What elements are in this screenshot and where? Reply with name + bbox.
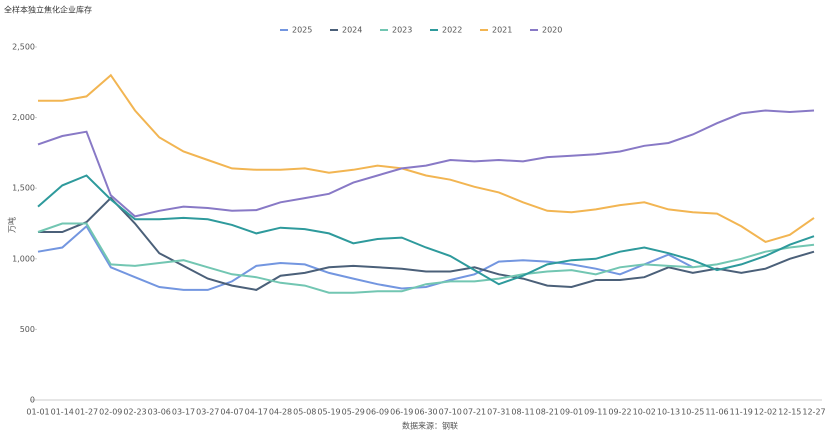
legend-label: 2025: [292, 26, 312, 35]
series-line: [37, 109, 815, 218]
x-tick-label: 02-09: [99, 408, 122, 417]
series-line: [37, 174, 815, 286]
series-line: [38, 73, 815, 243]
y-tick-label: 1,500: [12, 184, 35, 193]
x-tick-label: 03-27: [196, 408, 219, 417]
legend-label: 2021: [492, 26, 512, 35]
x-tick-label: 04-07: [220, 408, 243, 417]
x-tick-label: 05-08: [293, 408, 316, 417]
x-tick-label: 09-22: [608, 408, 631, 417]
legend-label: 2020: [542, 26, 562, 35]
x-tick-label: 11-06: [705, 408, 728, 417]
x-tick-label: 08-11: [511, 408, 534, 417]
source-note: 数据来源：钢联: [402, 421, 458, 431]
x-tick-label: 10-25: [681, 408, 704, 417]
x-tick-label: 10-02: [633, 408, 656, 417]
x-tick-label: 04-28: [269, 408, 292, 417]
y-axis-label: 万吨: [7, 217, 17, 233]
series-line: [37, 222, 815, 294]
x-tick-label: 04-17: [245, 408, 268, 417]
y-tick-label: 2,500: [12, 43, 35, 52]
x-tick-label: 01-01: [26, 408, 49, 417]
x-tick-label: 12-27: [802, 408, 825, 417]
y-tick-label: 0: [30, 396, 35, 405]
x-tick-label: 12-15: [778, 408, 801, 417]
x-tick-label: 08-21: [536, 408, 559, 417]
x-tick-label: 06-09: [366, 408, 389, 417]
series-line: [37, 224, 694, 291]
x-tick-label: 03-17: [172, 408, 195, 417]
x-tick-label: 07-21: [463, 408, 486, 417]
x-tick-label: 09-11: [584, 408, 607, 417]
x-tick-label: 06-19: [390, 408, 413, 417]
x-tick-label: 02-23: [123, 408, 146, 417]
x-tick-label: 01-27: [75, 408, 98, 417]
chart-title: 全样本独立焦化企业库存: [4, 5, 92, 15]
y-tick-label: 1,000: [12, 254, 35, 263]
x-tick-label: 12-02: [754, 408, 777, 417]
legend-label: 2022: [442, 26, 462, 35]
x-tick-label: 07-10: [439, 408, 462, 417]
x-tick-label: 05-29: [342, 408, 365, 417]
x-tick-label: 07-31: [487, 408, 510, 417]
y-tick-label: 500: [20, 325, 35, 334]
x-tick-label: 03-06: [148, 408, 171, 417]
x-tick-label: 10-13: [657, 408, 680, 417]
x-tick-label: 09-01: [560, 408, 583, 417]
series-line: [38, 196, 815, 291]
x-tick-label: 11-19: [730, 408, 753, 417]
y-tick-label: 2,000: [12, 113, 35, 122]
x-tick-label: 06-30: [414, 408, 437, 417]
legend-label: 2024: [342, 26, 362, 35]
legend-label: 2023: [392, 26, 412, 35]
x-tick-label: 05-19: [317, 408, 340, 417]
x-tick-label: 01-14: [51, 408, 74, 417]
